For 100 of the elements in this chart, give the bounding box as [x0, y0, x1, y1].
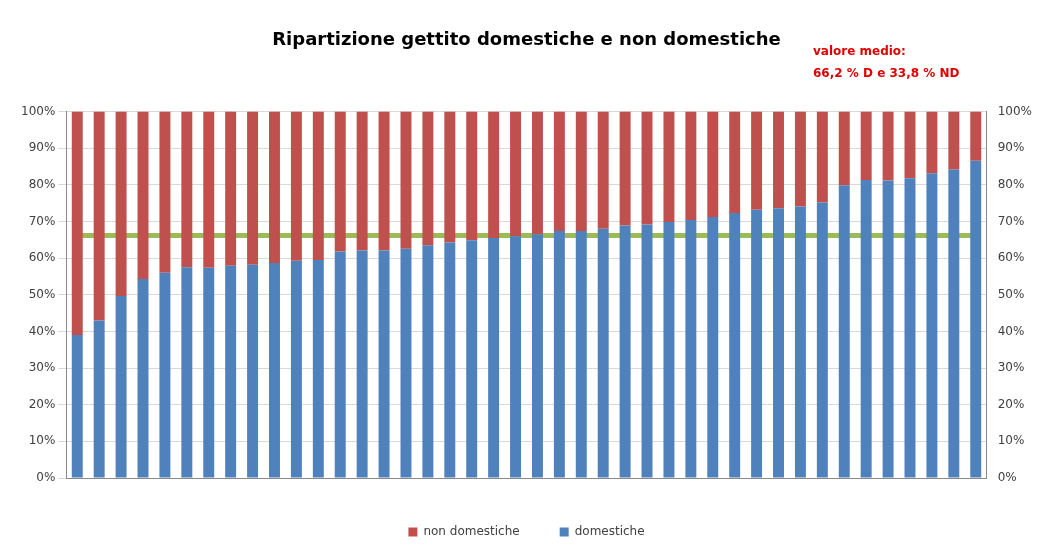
y-tick-label: 30% [28, 360, 56, 375]
bar [685, 220, 697, 478]
bar [641, 111, 653, 225]
legend-label: domestiche [574, 524, 645, 539]
bar [663, 111, 675, 222]
y2-tick-label: 30% [997, 360, 1025, 375]
bar [312, 111, 324, 260]
bar [290, 111, 302, 261]
bar [553, 111, 565, 232]
bar [312, 259, 324, 478]
bar [794, 206, 806, 478]
bar [860, 180, 872, 478]
legend-label: non domestiche [423, 524, 520, 539]
bar [707, 217, 719, 478]
bar [773, 111, 784, 209]
bar [356, 250, 368, 478]
bar [488, 238, 500, 478]
y2-tick-label: 10% [997, 433, 1025, 448]
bar [247, 264, 259, 478]
y2-tick-label: 70% [997, 213, 1025, 228]
bar [334, 251, 346, 478]
bar [904, 111, 916, 179]
bar [597, 111, 609, 229]
bar [71, 335, 83, 478]
bar [466, 111, 478, 241]
bar [663, 221, 675, 478]
bar [575, 111, 587, 232]
bar [181, 111, 193, 268]
bar [531, 111, 543, 235]
bar [619, 225, 631, 478]
bar [970, 111, 982, 161]
y-tick-label: 20% [28, 396, 56, 411]
bar [794, 111, 806, 207]
bar [838, 185, 850, 478]
y2-tick-label: 60% [997, 250, 1025, 265]
y-tick-label: 90% [28, 140, 56, 155]
bar [838, 111, 850, 186]
bar [970, 160, 982, 478]
bar [751, 111, 763, 210]
y-tick-label: 50% [28, 286, 56, 301]
bar [860, 111, 872, 181]
bar [597, 228, 609, 478]
chart-title: Ripartizione gettito domestiche e non domestiche [272, 28, 781, 50]
bar [159, 272, 171, 478]
y2-tick-label: 50% [997, 286, 1025, 301]
bar [466, 240, 478, 478]
bar [553, 231, 565, 478]
bar [641, 224, 653, 478]
y-tick-label: 10% [28, 433, 56, 448]
bar [510, 111, 522, 237]
bar [225, 265, 237, 478]
y-tick-label: 100% [20, 103, 56, 118]
bar [531, 234, 543, 478]
bar [203, 111, 215, 268]
text: 66,2 % D e 33,8 % ND [813, 66, 960, 81]
bar [729, 111, 741, 214]
y2-tick-label: 40% [997, 323, 1025, 338]
bar [882, 180, 894, 478]
bar [575, 231, 587, 478]
bar [948, 169, 960, 478]
bar [926, 111, 938, 174]
bar [619, 111, 631, 226]
bar [948, 111, 960, 170]
bar [225, 111, 237, 266]
bar [93, 320, 105, 478]
bar [816, 111, 828, 203]
bar [356, 111, 368, 251]
bar [115, 295, 127, 478]
bar [773, 208, 784, 478]
bar [444, 111, 456, 243]
bar [115, 111, 127, 296]
bar [290, 260, 302, 478]
bar [378, 111, 390, 251]
bar [422, 111, 434, 246]
bar [510, 236, 522, 478]
bar [400, 248, 412, 478]
bar [269, 111, 280, 263]
bar [488, 111, 500, 239]
bar [269, 262, 280, 478]
y-tick-label: 40% [28, 323, 56, 338]
bar [334, 111, 346, 252]
y-tick-label: 70% [28, 213, 56, 228]
bar [444, 242, 456, 478]
bar [751, 209, 763, 478]
bar [729, 213, 741, 478]
bar [816, 202, 828, 478]
y2-tick-label: 20% [997, 396, 1025, 411]
bar [378, 250, 390, 478]
y-tick-label: 60% [28, 250, 56, 265]
bar [137, 279, 149, 478]
bar [181, 267, 193, 478]
bar [400, 111, 412, 249]
bar [685, 111, 697, 221]
bar [422, 245, 434, 478]
bar [904, 178, 916, 478]
bar [926, 173, 938, 478]
y2-tick-label: 100% [997, 103, 1033, 118]
bar [159, 111, 171, 273]
y2-tick-label: 0% [997, 470, 1017, 485]
bar [71, 111, 83, 336]
